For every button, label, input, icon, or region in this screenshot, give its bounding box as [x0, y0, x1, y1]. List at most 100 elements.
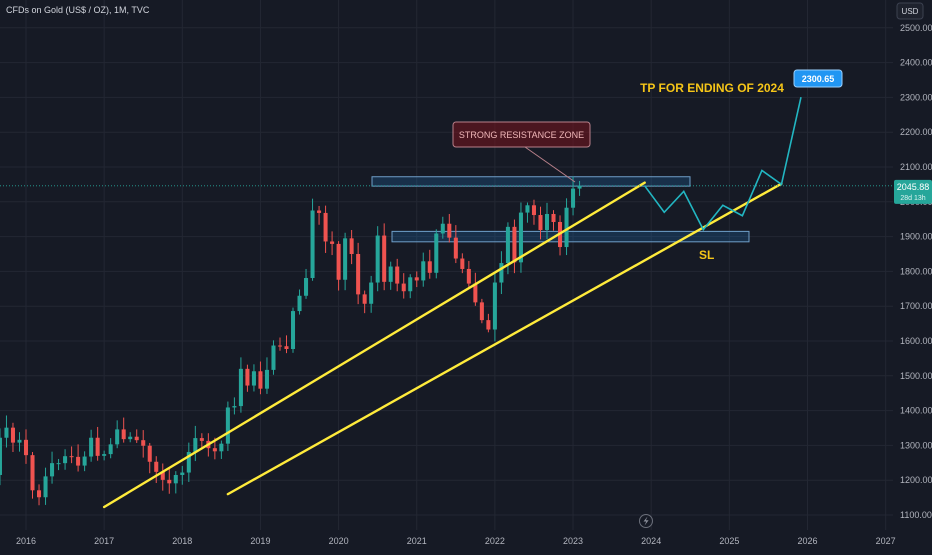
- y-tick-label: 1900.00: [900, 232, 932, 242]
- resistance-callout-pointer: [524, 146, 576, 183]
- candle-body: [160, 471, 165, 480]
- support-zone-box: [391, 230, 750, 243]
- candle-body: [356, 254, 361, 295]
- candle-body: [245, 368, 250, 386]
- y-tick-label: 1700.00: [900, 301, 932, 311]
- lower-trendline: [226, 182, 783, 496]
- price-badge-countdown: 28d 13h: [900, 195, 925, 202]
- x-tick-label: 2016: [16, 536, 36, 546]
- candle-body: [225, 407, 230, 444]
- candle-body: [186, 452, 191, 473]
- candle-body: [17, 439, 22, 443]
- currency-button[interactable]: [896, 2, 924, 20]
- candle-body: [258, 371, 263, 389]
- y-tick-label: 2500.00: [900, 23, 932, 33]
- y-tick-label: 1500.00: [900, 371, 932, 381]
- candle-body: [232, 406, 237, 408]
- candle-body: [382, 235, 387, 282]
- candle-body: [167, 479, 172, 484]
- target-price-label-box: [793, 69, 843, 88]
- target-price-label: 2300.65: [802, 74, 835, 84]
- x-tick-label: 2018: [172, 536, 192, 546]
- lightning-icon[interactable]: [639, 514, 653, 528]
- candle-body: [10, 427, 15, 443]
- x-tick-label: 2021: [407, 536, 427, 546]
- candle-body: [56, 463, 61, 465]
- candle-body: [414, 277, 419, 281]
- upper-trendline: [102, 181, 646, 509]
- y-tick-label: 2100.00: [900, 162, 932, 172]
- y-tick-label: 1300.00: [900, 440, 932, 450]
- candle-body: [440, 223, 445, 234]
- candle-body: [336, 243, 341, 280]
- candle-body: [492, 282, 497, 330]
- candle-body: [4, 427, 9, 438]
- candle-body: [564, 207, 569, 248]
- x-tick-label: 2023: [563, 536, 583, 546]
- candle-body: [82, 456, 87, 466]
- candle-body: [323, 212, 328, 242]
- candle-body: [199, 438, 204, 441]
- candle-body: [434, 233, 439, 273]
- candle-body: [499, 263, 504, 283]
- candle-body: [251, 371, 256, 386]
- candle-body: [427, 261, 432, 273]
- x-tick-label: 2020: [329, 536, 349, 546]
- candle-body: [63, 456, 68, 464]
- candle-body: [154, 461, 159, 472]
- candle-body: [141, 440, 146, 446]
- candle-body: [453, 237, 458, 259]
- candle-body: [551, 213, 556, 222]
- candle-body: [89, 437, 94, 457]
- candle-body: [76, 456, 81, 466]
- candle-body: [69, 456, 74, 458]
- candle-body: [128, 436, 133, 440]
- candle-body: [121, 429, 126, 440]
- price-badge-price: 2045.88: [897, 182, 930, 192]
- candle-body: [395, 266, 400, 284]
- candle-body: [50, 463, 55, 477]
- candle-body: [95, 437, 100, 456]
- candle-body: [102, 454, 107, 456]
- y-tick-label: 1600.00: [900, 336, 932, 346]
- candle-body: [460, 258, 465, 269]
- candle-body: [531, 205, 536, 216]
- x-tick-label: 2027: [876, 536, 896, 546]
- candle-body: [408, 277, 413, 292]
- candle-body: [544, 213, 550, 230]
- candle-body: [388, 266, 393, 282]
- candle-body: [571, 188, 576, 208]
- x-tick-label: 2025: [719, 536, 739, 546]
- candle-body: [277, 345, 283, 347]
- candle-body: [466, 268, 471, 284]
- x-tick-label: 2026: [797, 536, 817, 546]
- y-tick-label: 1800.00: [900, 266, 932, 276]
- candle-body: [193, 438, 198, 453]
- candle-body: [290, 311, 296, 350]
- y-tick-label: 1400.00: [900, 406, 932, 416]
- currency-label: USD: [902, 7, 919, 16]
- candle-body: [375, 235, 380, 283]
- candle-body: [421, 261, 426, 281]
- candle-body: [518, 212, 523, 263]
- candle-body: [310, 210, 315, 279]
- sl-annotation: SL: [699, 248, 714, 262]
- tp-annotation: TP FOR ENDING OF 2024: [640, 81, 784, 95]
- candle-body: [37, 490, 42, 498]
- candle-body: [538, 215, 543, 230]
- candle-body: [577, 185, 582, 189]
- candle-body: [23, 439, 29, 456]
- candle-body: [343, 238, 348, 280]
- lightning-icon-glyph: [643, 516, 649, 526]
- candle-body: [447, 223, 452, 238]
- x-tick-label: 2019: [250, 536, 270, 546]
- candle-body: [473, 283, 478, 303]
- x-tick-label: 2024: [641, 536, 661, 546]
- y-tick-label: 2300.00: [900, 92, 932, 102]
- candle-body: [0, 437, 2, 475]
- candle-body: [173, 474, 178, 484]
- candle-body: [525, 205, 530, 213]
- candle-body: [317, 210, 322, 213]
- x-tick-label: 2017: [94, 536, 114, 546]
